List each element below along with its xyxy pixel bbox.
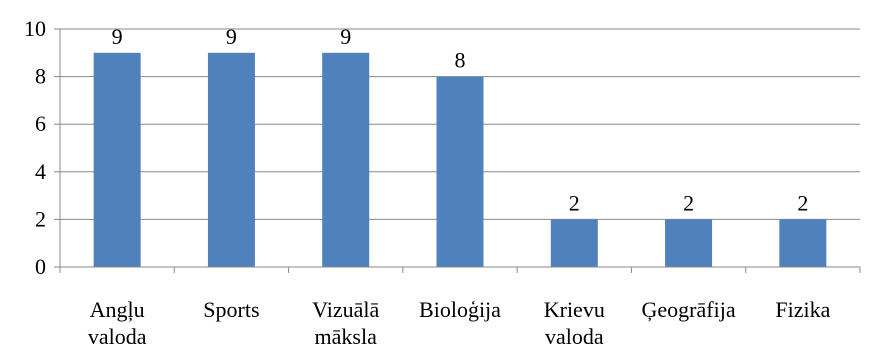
bar [93, 52, 141, 267]
x-tick-label: Ģeogrāfija [642, 297, 736, 322]
y-tick-label: 8 [35, 64, 46, 89]
x-tick-label-line: Bioloģija [419, 297, 501, 322]
y-tick-label: 6 [35, 111, 46, 136]
data-label: 2 [569, 190, 580, 215]
bar [436, 76, 484, 267]
y-tick-label: 2 [35, 206, 46, 231]
bar [665, 219, 713, 267]
x-tick-label-line: Krievu [544, 297, 605, 322]
x-tick-label-line: valoda [88, 324, 147, 349]
data-label: 8 [455, 48, 466, 73]
x-tick-label-line: Sports [203, 297, 259, 322]
y-tick-label: 10 [24, 16, 46, 41]
x-tick-label-line: Ģeogrāfija [642, 297, 736, 322]
data-label: 9 [226, 24, 237, 49]
x-tick-label-line: Vizuālā [312, 297, 379, 322]
y-tick-label: 0 [35, 254, 46, 279]
axes [54, 28, 861, 273]
x-tick-label: Krievu valoda [544, 297, 605, 349]
x-tick-label: Fizika [775, 297, 830, 322]
x-tick-label-line: māksla [315, 324, 378, 349]
bar [779, 219, 827, 267]
bar [207, 52, 255, 267]
data-label: 2 [797, 190, 808, 215]
bar [550, 219, 598, 267]
x-tick-label-line: valoda [545, 324, 604, 349]
data-label: 9 [340, 24, 351, 49]
x-tick-label-line: Fizika [775, 297, 830, 322]
bar [322, 52, 370, 267]
data-label: 9 [112, 24, 123, 49]
x-tick-label-line: Angļu [90, 297, 145, 322]
x-tick-label: Sports [203, 297, 259, 322]
data-label: 2 [683, 190, 694, 215]
bars [93, 52, 827, 267]
x-tick-label: Angļu valoda [88, 297, 147, 349]
x-tick-label: Vizuālā māksla [312, 297, 379, 349]
y-tick-label: 4 [35, 159, 46, 184]
x-tick-label: Bioloģija [419, 297, 501, 322]
